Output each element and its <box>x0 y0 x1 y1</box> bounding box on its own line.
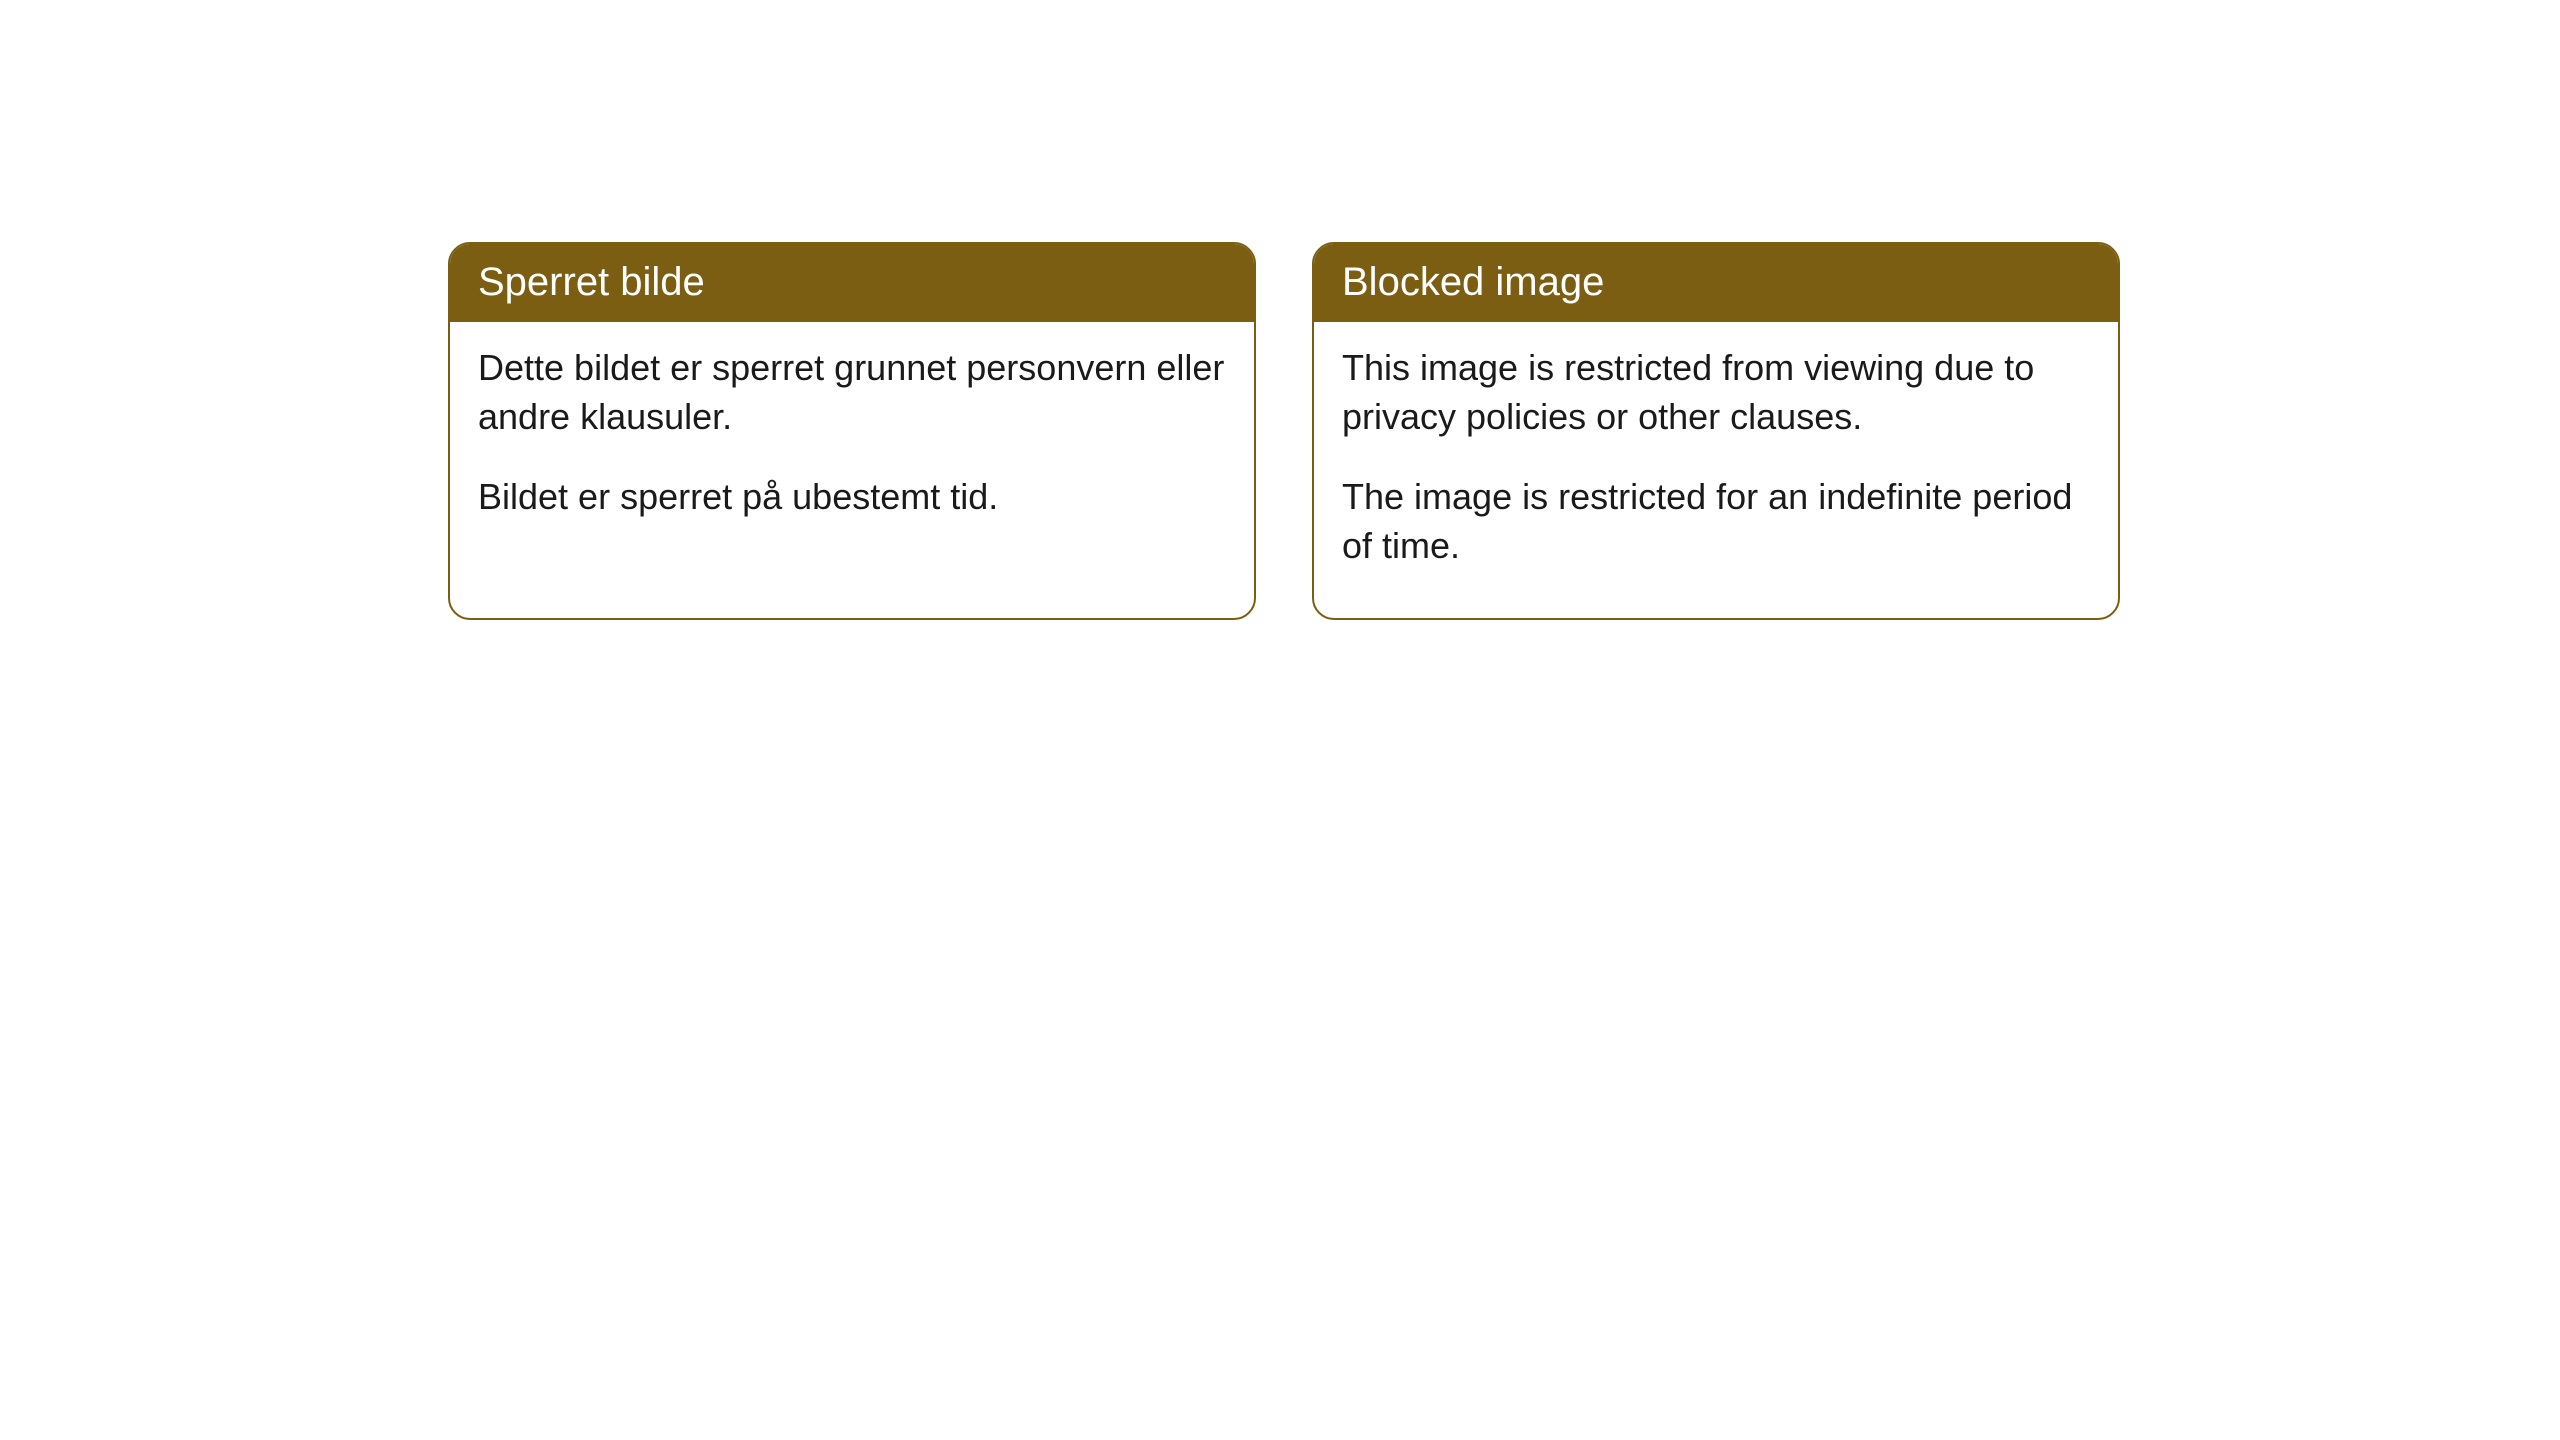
cards-container: Sperret bilde Dette bildet er sperret gr… <box>0 0 2560 620</box>
card-body-no: Dette bildet er sperret grunnet personve… <box>450 322 1254 570</box>
card-header-no: Sperret bilde <box>450 244 1254 322</box>
card-paragraph: Dette bildet er sperret grunnet personve… <box>478 344 1226 441</box>
card-body-en: This image is restricted from viewing du… <box>1314 322 2118 618</box>
card-paragraph: This image is restricted from viewing du… <box>1342 344 2090 441</box>
blocked-image-card-no: Sperret bilde Dette bildet er sperret gr… <box>448 242 1256 620</box>
card-paragraph: The image is restricted for an indefinit… <box>1342 473 2090 570</box>
card-paragraph: Bildet er sperret på ubestemt tid. <box>478 473 1226 522</box>
blocked-image-card-en: Blocked image This image is restricted f… <box>1312 242 2120 620</box>
card-header-en: Blocked image <box>1314 244 2118 322</box>
